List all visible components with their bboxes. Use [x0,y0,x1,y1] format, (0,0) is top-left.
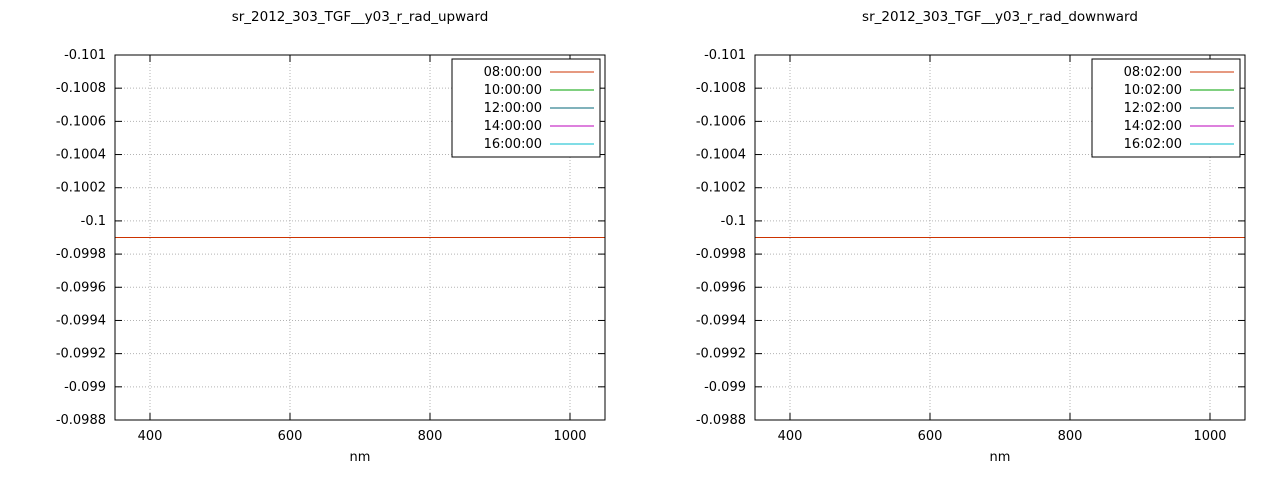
y-tick-label: -0.1006 [56,114,106,129]
legend: 08:00:00 10:00:00 12:00:00 14:00:00 16:00:00 [451,58,601,158]
x-tick-label: 1000 [1193,429,1226,444]
y-tick-label: -0.0988 [696,413,746,428]
legend-label: 12:00:00 [484,101,542,116]
x-tick-label: 400 [778,429,803,444]
y-tick-label: -0.1004 [696,148,746,163]
y-tick-label: -0.1004 [56,148,106,163]
chart-title: sr_2012_303_TGF__y03_r_rad_upward [232,9,489,25]
y-tick-label: -0.1008 [56,81,106,96]
y-axis-tick-labels: -0.101 -0.1008 -0.1006 -0.1004 -0.1002 -0.1 -0… [696,48,746,428]
chart-title: sr_2012_303_TGF__y03_r_rad_downward [862,9,1138,25]
legend: 08:02:00 10:02:00 12:02:00 14:02:00 16:02:00 [1091,58,1241,158]
legend-label: 08:00:00 [484,65,542,80]
legend-label: 08:02:00 [1124,65,1182,80]
x-tick-label: 600 [918,429,943,444]
y-tick-label: -0.0992 [696,347,746,362]
y-tick-label: -0.101 [704,48,746,63]
x-tick-label: 600 [278,429,303,444]
y-tick-label: -0.0998 [696,247,746,262]
y-tick-label: -0.0996 [696,280,746,295]
legend-label: 16:00:00 [484,137,542,152]
legend-label: 16:02:00 [1124,137,1182,152]
plot-border [114,54,606,421]
y-tick-label: -0.0988 [56,413,106,428]
legend-label: 14:02:00 [1124,119,1182,134]
y-tick-label: -0.0998 [56,247,106,262]
legend-label: 10:00:00 [484,83,542,98]
x-tick-label: 800 [1058,429,1083,444]
legend-label: 14:00:00 [484,119,542,134]
y-tick-label: -0.1 [81,214,106,229]
x-axis-tick-labels: 400 600 800 1000 [138,429,587,444]
y-tick-label: -0.099 [704,380,746,395]
y-tick-label: -0.101 [64,48,106,63]
x-axis-label: nm [990,450,1011,465]
y-tick-label: -0.1008 [696,81,746,96]
plot-border [754,54,1246,421]
y-axis-tick-labels: -0.101 -0.1008 -0.1006 -0.1004 -0.1002 -0.1 -0… [56,48,106,428]
y-tick-label: -0.1002 [56,181,106,196]
x-axis-tick-labels: 400 600 800 1000 [778,429,1227,444]
y-tick-label: -0.1002 [696,181,746,196]
y-tick-label: -0.099 [64,380,106,395]
y-tick-label: -0.0994 [56,313,106,328]
legend-label: 10:02:00 [1124,83,1182,98]
legend-label: 12:02:00 [1124,101,1182,116]
y-tick-label: -0.0994 [696,313,746,328]
x-tick-label: 1000 [553,429,586,444]
x-axis-label: nm [350,450,371,465]
y-tick-label: -0.1 [721,214,746,229]
x-tick-label: 400 [138,429,163,444]
y-tick-label: -0.1006 [696,114,746,129]
x-tick-label: 800 [418,429,443,444]
y-tick-label: -0.0996 [56,280,106,295]
y-tick-label: -0.0992 [56,347,106,362]
